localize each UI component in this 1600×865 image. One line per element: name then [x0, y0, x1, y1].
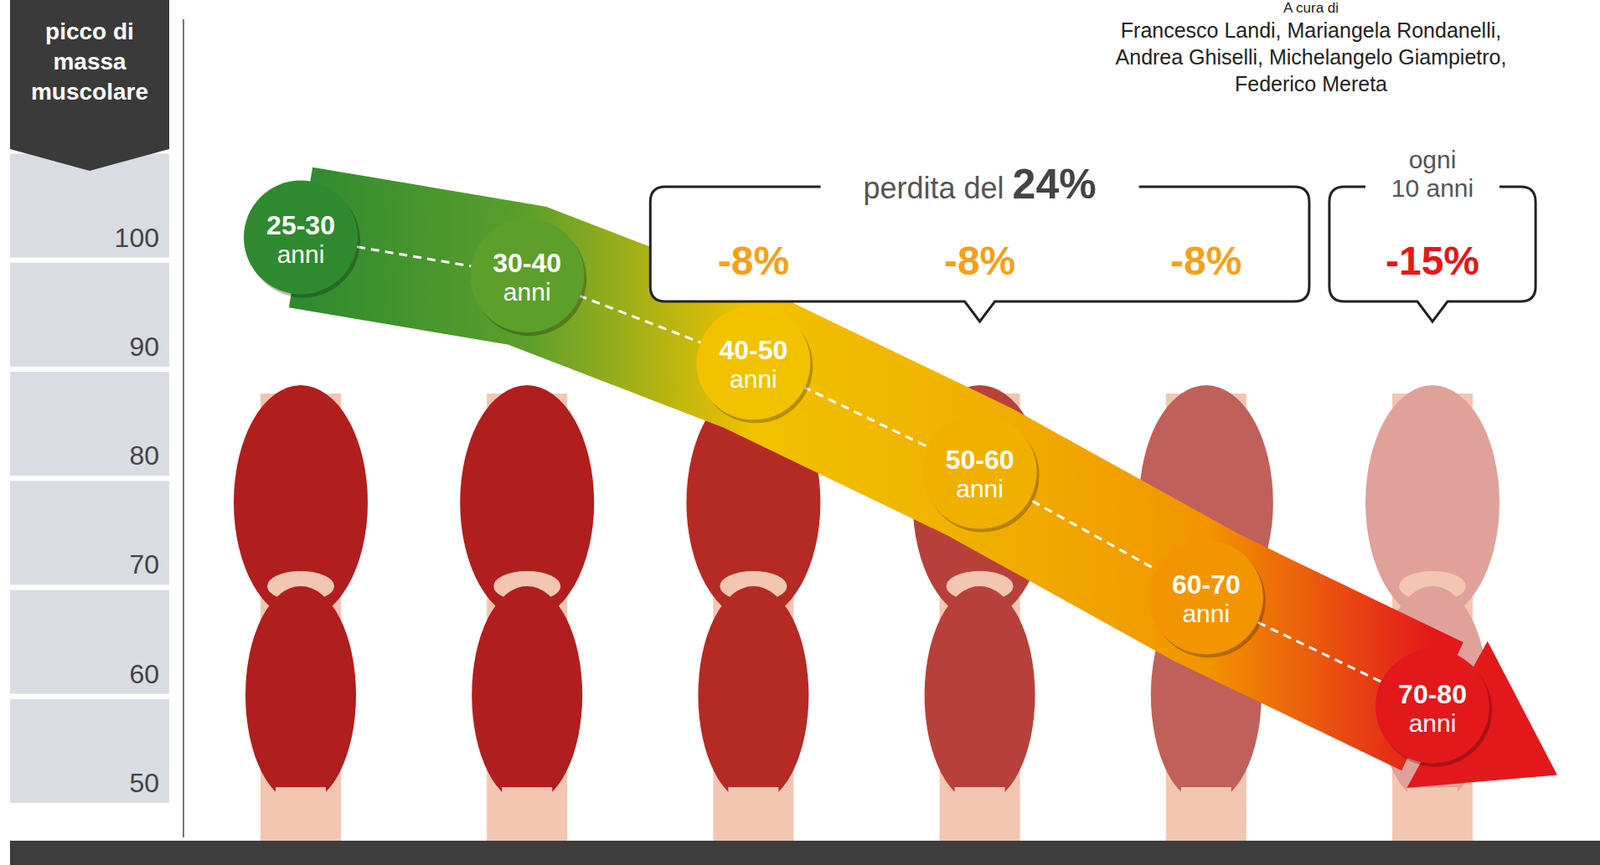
html-text:picco di massa muscolare: picco di massa muscolare [30, 18, 149, 105]
svg-text:25-30: 25-30 [266, 210, 336, 241]
svg-text:anni: anni [1181, 599, 1230, 628]
svg-text:-8%: -8% [1170, 238, 1242, 284]
svg-text:anni: anni [1409, 709, 1457, 738]
html-text:Federico Mereta: Federico Mereta [1234, 72, 1388, 96]
svg-text:60: 60 [129, 659, 160, 690]
svg-text:anni: anni [503, 278, 552, 306]
svg-text:10 anni: 10 anni [1391, 174, 1474, 202]
html-text:Andrea Ghiselli, Michelangelo: Andrea Ghiselli, Michelangelo Giampietro… [1115, 45, 1507, 69]
svg-text:ogni: ogni [1409, 145, 1457, 174]
svg-text:80: 80 [129, 440, 160, 471]
svg-text:70: 70 [129, 549, 160, 580]
svg-text:50-60: 50-60 [945, 444, 1015, 475]
svg-text:anni: anni [729, 365, 778, 393]
svg-text:70-80: 70-80 [1398, 679, 1467, 710]
svg-text:40-50: 40-50 [718, 335, 788, 366]
svg-text:30-40: 30-40 [492, 247, 562, 279]
svg-text:60-70: 60-70 [1171, 569, 1241, 600]
svg-text:perdita del 24%: perdita del 24% [862, 160, 1096, 208]
svg-text:100: 100 [114, 222, 160, 253]
html-text:A cura di: A cura di [1283, 0, 1339, 16]
svg-text:-8%: -8% [944, 238, 1016, 284]
html-text:Francesco Landi, Mariangela Ro: Francesco Landi, Mariangela Rondanelli, [1120, 18, 1502, 42]
svg-text:-15%: -15% [1385, 238, 1480, 284]
svg-text:90: 90 [129, 331, 160, 362]
svg-text:50: 50 [129, 768, 160, 799]
svg-text:anni: anni [277, 240, 326, 269]
svg-text:-8%: -8% [717, 238, 790, 284]
svg-text:anni: anni [955, 474, 1004, 503]
